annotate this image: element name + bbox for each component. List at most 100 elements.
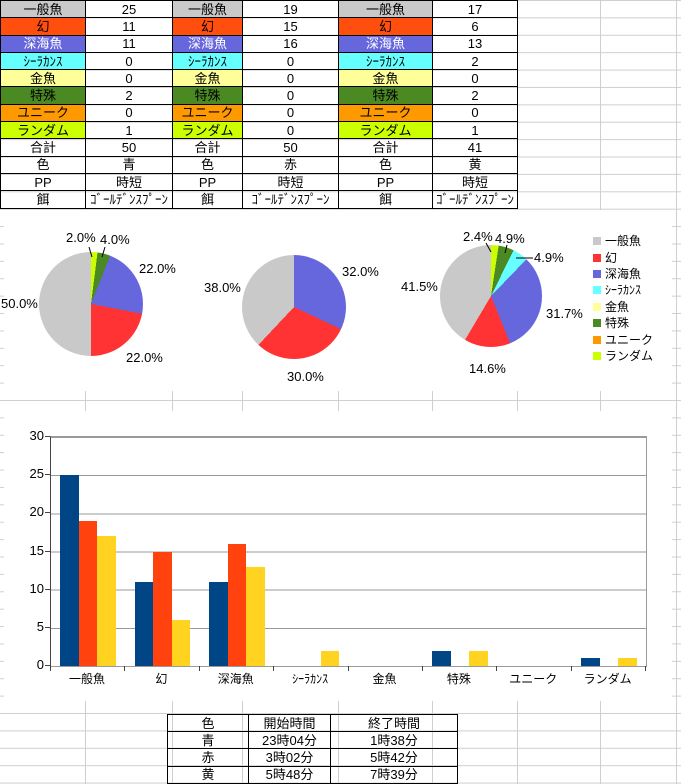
table-row: 合計 50 [172,138,339,157]
count-cell[interactable]: 6 [432,17,518,36]
pp-value-cell[interactable]: 時短 [432,172,518,192]
count-cell[interactable]: 16 [242,34,339,53]
category-cell[interactable]: ｼｰﾗｶﾝｽ [0,51,86,71]
time-table-cell[interactable]: 7時39分 [330,765,458,784]
category-cell[interactable]: 深海魚 [172,34,243,53]
category-cell[interactable]: 特殊 [338,86,433,105]
total-value-cell[interactable]: 50 [85,138,173,157]
count-cell[interactable]: 0 [242,69,339,88]
color-label-cell[interactable]: 色 [0,155,86,174]
category-cell[interactable]: ユニーク [338,103,433,123]
category-cell[interactable]: 一般魚 [172,0,243,19]
count-cell[interactable]: 0 [85,51,173,71]
time-table-cell[interactable]: 5時48分 [248,765,331,784]
bait-value-cell[interactable]: ｺﾞｰﾙﾃﾞﾝｽﾌﾟｰﾝ [432,190,518,209]
total-value-cell[interactable]: 41 [432,138,518,157]
count-cell[interactable]: 2 [85,86,173,105]
count-cell[interactable]: 13 [432,34,518,53]
pp-label-cell[interactable]: PP [172,172,243,192]
time-table-row: 青 23時04分 1時38分 [167,731,458,750]
category-cell[interactable]: 幻 [338,17,433,36]
bait-value-cell[interactable]: ｺﾞｰﾙﾃﾞﾝｽﾌﾟｰﾝ [85,190,173,209]
pie-percent-label: 2.4% [463,229,493,244]
bait-label-cell[interactable]: 餌 [0,190,86,209]
category-cell[interactable]: ユニーク [172,103,243,123]
count-cell[interactable]: 17 [432,0,518,19]
category-cell[interactable]: 深海魚 [0,34,86,53]
color-value-cell[interactable]: 青 [85,155,173,174]
color-value-cell[interactable]: 黄 [432,155,518,174]
summary-table-1: 一般魚 25 幻 11 深海魚 11 ｼｰﾗｶﾝｽ 0 金魚 0 特殊 2 ユニーク 0 ランダム 1 合計 50… [0,0,173,209]
total-value-cell[interactable]: 50 [242,138,339,157]
total-label-cell[interactable]: 合計 [172,138,243,157]
time-table-cell[interactable]: 黄 [167,765,249,784]
count-cell[interactable]: 2 [432,86,518,105]
pie-chart-3[interactable] [440,245,542,347]
table-row: 一般魚 19 [172,0,339,19]
count-cell[interactable]: 0 [85,69,173,88]
category-cell[interactable]: 幻 [172,17,243,36]
count-cell[interactable]: 11 [85,17,173,36]
x-axis-label: ｼｰﾗｶﾝｽ [292,672,329,686]
summary-table-3: 一般魚 17 幻 6 深海魚 13 ｼｰﾗｶﾝｽ 2 金魚 0 特殊 2 ユニーク 0 ランダム 1 合計 41 色… [338,0,518,209]
time-table-cell[interactable]: 青 [167,731,249,750]
count-cell[interactable]: 1 [432,121,518,140]
color-label-cell[interactable]: 色 [172,155,243,174]
time-table-header-cell[interactable]: 終了時間 [330,713,458,733]
color-label-cell[interactable]: 色 [338,155,433,174]
count-cell[interactable]: 19 [242,0,339,19]
pp-label-cell[interactable]: PP [0,172,86,192]
count-cell[interactable]: 0 [432,69,518,88]
total-label-cell[interactable]: 合計 [0,138,86,157]
color-value-cell[interactable]: 赤 [242,155,339,174]
count-cell[interactable]: 11 [85,34,173,53]
legend-label: ランダム [605,348,654,363]
category-cell[interactable]: 特殊 [0,86,86,105]
table-row: 金魚 0 [172,69,339,88]
category-cell[interactable]: ランダム [338,121,433,140]
category-cell[interactable]: 一般魚 [338,0,433,19]
category-cell[interactable]: ランダム [0,121,86,140]
bait-label-cell[interactable]: 餌 [172,190,243,209]
y-axis-label: 0 [36,657,44,672]
pie-chart-1[interactable] [39,252,143,356]
category-cell[interactable]: 金魚 [172,69,243,88]
legend-label: 幻 [605,250,618,265]
category-cell[interactable]: ユニーク [0,103,86,123]
count-cell[interactable]: 0 [242,121,339,140]
time-table-cell[interactable]: 23時04分 [248,731,331,750]
total-label-cell[interactable]: 合計 [338,138,433,157]
category-cell[interactable]: ｼｰﾗｶﾝｽ [338,51,433,71]
time-table-cell[interactable]: 赤 [167,748,249,767]
time-table-header-cell[interactable]: 色 [167,713,249,733]
pp-value-cell[interactable]: 時短 [85,172,173,192]
pie-chart-2[interactable] [242,255,346,359]
count-cell[interactable]: 0 [242,86,339,105]
pp-value-cell[interactable]: 時短 [242,172,339,192]
category-cell[interactable]: 金魚 [0,69,86,88]
count-cell[interactable]: 25 [85,0,173,19]
count-cell[interactable]: 0 [242,51,339,71]
category-cell[interactable]: 深海魚 [338,34,433,53]
time-table-cell[interactable]: 5時42分 [330,748,458,767]
time-table-cell[interactable]: 3時02分 [248,748,331,767]
time-table-header-cell[interactable]: 開始時間 [248,713,331,733]
category-cell[interactable]: ランダム [172,121,243,140]
category-cell[interactable]: 特殊 [172,86,243,105]
category-cell[interactable]: ｼｰﾗｶﾝｽ [172,51,243,71]
count-cell[interactable]: 1 [85,121,173,140]
bait-value-cell[interactable]: ｺﾞｰﾙﾃﾞﾝｽﾌﾟｰﾝ [242,190,339,209]
x-axis-label: 一般魚 [68,672,105,686]
count-cell[interactable]: 2 [432,51,518,71]
time-table-cell[interactable]: 1時38分 [330,731,458,750]
pp-label-cell[interactable]: PP [338,172,433,192]
bar-chart-object[interactable]: 0 5 10 15 20 25 30 一般魚 幻 深海魚 ｼｰﾗｶﾝｽ 金魚 特殊 ユニーク ランダム [4,411,672,701]
count-cell[interactable]: 15 [242,17,339,36]
count-cell[interactable]: 0 [85,103,173,123]
category-cell[interactable]: 一般魚 [0,0,86,19]
count-cell[interactable]: 0 [242,103,339,123]
category-cell[interactable]: 金魚 [338,69,433,88]
category-cell[interactable]: 幻 [0,17,86,36]
count-cell[interactable]: 0 [432,103,518,123]
bait-label-cell[interactable]: 餌 [338,190,433,209]
